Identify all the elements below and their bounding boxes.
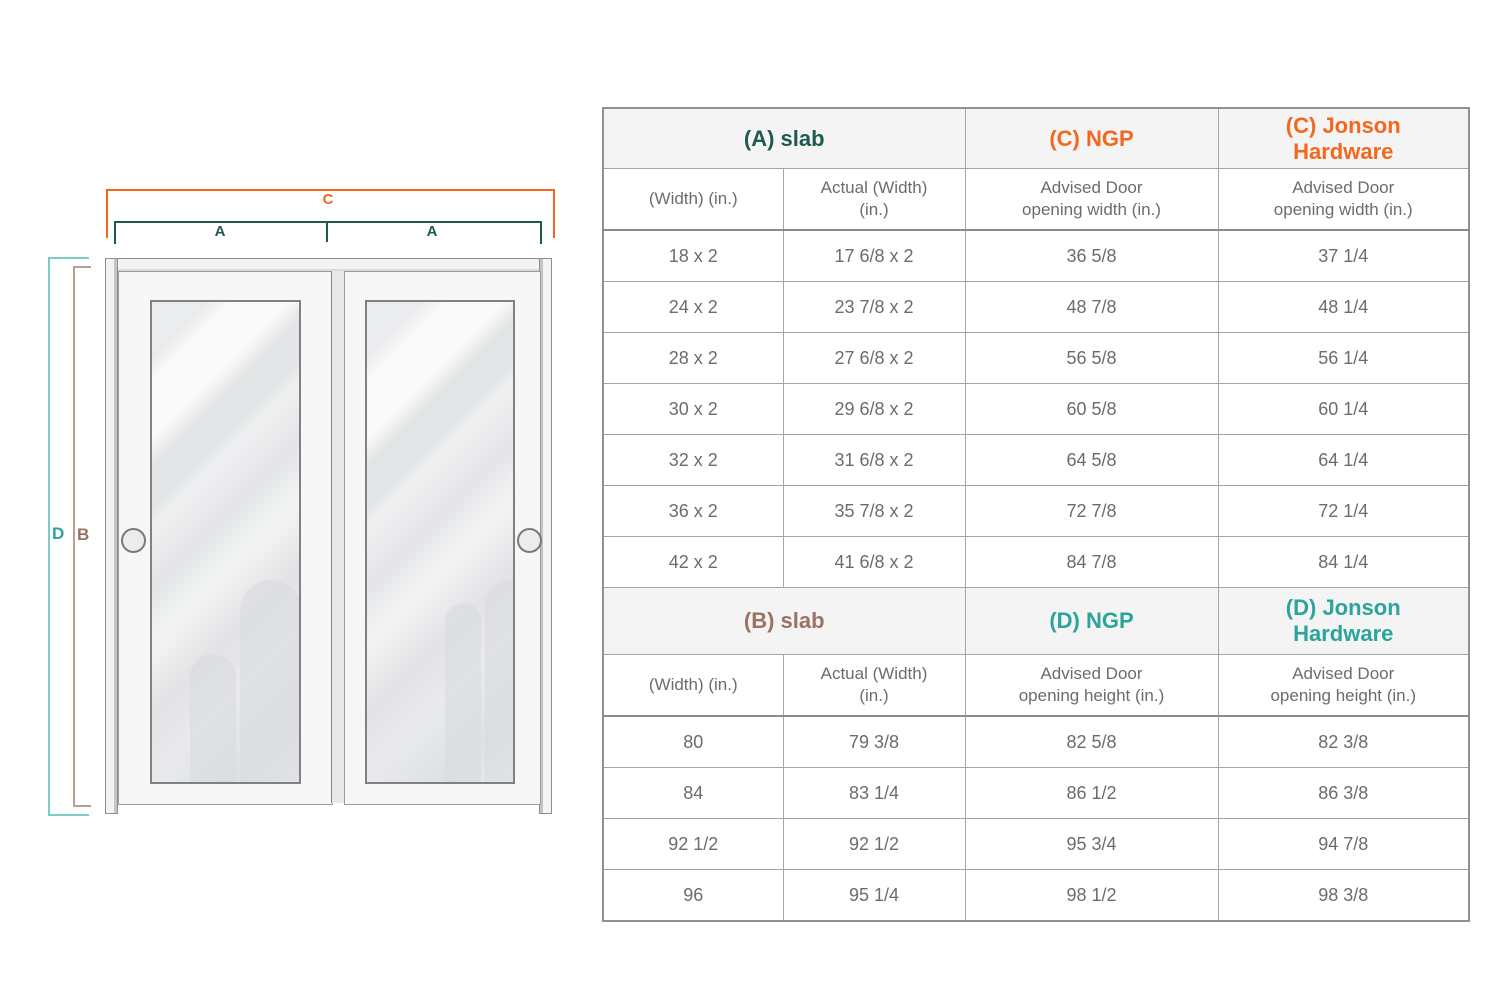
glass-panel-right <box>365 300 515 784</box>
table-cell: 96 <box>602 869 784 922</box>
column-header-cell: Advised Door opening height (in.) <box>964 654 1219 717</box>
table-cell: 56 5/8 <box>964 332 1219 384</box>
table-row: 80 79 3/8 82 5/8 82 3/8 <box>602 715 1470 768</box>
table-row: 18 x 2 17 6/8 x 2 36 5/8 37 1/4 <box>602 229 1470 282</box>
table-row: 30 x 2 29 6/8 x 2 60 5/8 60 1/4 <box>602 383 1470 435</box>
table-cell: 82 3/8 <box>1217 715 1470 768</box>
table-cell: 29 6/8 x 2 <box>782 383 966 435</box>
column-header-cell: (Width) (in.) <box>602 654 784 717</box>
table-cell: 72 7/8 <box>964 485 1219 537</box>
table-cell: 42 x 2 <box>602 536 784 588</box>
table-cell: 98 3/8 <box>1217 869 1470 922</box>
table-cell: 32 x 2 <box>602 434 784 486</box>
table-cell: 64 1/4 <box>1217 434 1470 486</box>
table-cell: 79 3/8 <box>782 715 966 768</box>
column-header-cell: Actual (Width) (in.) <box>782 654 966 717</box>
dimension-bracket-a-divider <box>326 221 328 242</box>
table-cell: 95 3/4 <box>964 818 1219 870</box>
dimension-bracket-b <box>73 266 91 807</box>
table-cell: 23 7/8 x 2 <box>782 281 966 333</box>
glass-reflection-arch <box>190 654 236 782</box>
table-row: 36 x 2 35 7/8 x 2 72 7/8 72 1/4 <box>602 485 1470 537</box>
table-cell: 48 1/4 <box>1217 281 1470 333</box>
dimension-label-c: C <box>322 191 335 208</box>
glass-reflection-arch <box>485 580 513 782</box>
table-cell: 35 7/8 x 2 <box>782 485 966 537</box>
column-header-cell: Actual (Width) (in.) <box>782 168 966 231</box>
table-cell: 18 x 2 <box>602 229 784 282</box>
table-cell: 84 1/4 <box>1217 536 1470 588</box>
group-header-cell: (D) NGP <box>964 587 1219 655</box>
group-header-cell: (C) Jonson Hardware <box>1217 107 1470 169</box>
table-cell: 94 7/8 <box>1217 818 1470 870</box>
dimension-bracket-d <box>48 257 89 816</box>
table-cell: 37 1/4 <box>1217 229 1470 282</box>
group-header-cell: (B) slab <box>602 587 966 655</box>
table-cell: 80 <box>602 715 784 768</box>
column-header-cell: (Width) (in.) <box>602 168 784 231</box>
table-cell: 83 1/4 <box>782 767 966 819</box>
table-cell: 24 x 2 <box>602 281 784 333</box>
group-header-cell: (C) NGP <box>964 107 1219 169</box>
glass-panel-left <box>150 300 301 784</box>
table-row: 92 1/2 92 1/2 95 3/4 94 7/8 <box>602 818 1470 870</box>
table-cell: 36 5/8 <box>964 229 1219 282</box>
column-header-row: (Width) (in.) Actual (Width) (in.) Advised … <box>602 168 1470 231</box>
table-cell: 31 6/8 x 2 <box>782 434 966 486</box>
dimension-label-b: B <box>76 525 91 545</box>
door-knob-right <box>517 528 542 553</box>
column-header-cell: Advised Door opening width (in.) <box>964 168 1219 231</box>
dimension-label-d: D <box>51 524 66 544</box>
table-cell: 98 1/2 <box>964 869 1219 922</box>
table-cell: 48 7/8 <box>964 281 1219 333</box>
table-cell: 86 3/8 <box>1217 767 1470 819</box>
table-cell: 84 7/8 <box>964 536 1219 588</box>
door-size-table: (A) slab (C) NGP (C) Jonson Hardware (Width)… <box>602 107 1470 922</box>
dimension-bracket-a <box>114 221 542 244</box>
glass-reflection-arch <box>240 580 299 782</box>
table-cell: 72 1/4 <box>1217 485 1470 537</box>
table-cell: 64 5/8 <box>964 434 1219 486</box>
group-header-cell: (D) Jonson Hardware <box>1217 587 1470 655</box>
table-cell: 95 1/4 <box>782 869 966 922</box>
table-cell: 56 1/4 <box>1217 332 1470 384</box>
dimension-bracket-c <box>106 189 555 238</box>
table-row: 42 x 2 41 6/8 x 2 84 7/8 84 1/4 <box>602 536 1470 588</box>
table-cell: 28 x 2 <box>602 332 784 384</box>
group-header-row: (B) slab (D) NGP (D) Jonson Hardware <box>602 587 1470 655</box>
dimension-label-a-left: A <box>214 223 226 240</box>
door-knob-left <box>121 528 146 553</box>
table-cell: 60 1/4 <box>1217 383 1470 435</box>
table-cell: 84 <box>602 767 784 819</box>
table-row: 28 x 2 27 6/8 x 2 56 5/8 56 1/4 <box>602 332 1470 384</box>
group-header-cell: (A) slab <box>602 107 966 169</box>
table-row: 32 x 2 31 6/8 x 2 64 5/8 64 1/4 <box>602 434 1470 486</box>
glass-reflection-arch <box>445 603 481 782</box>
table-cell: 82 5/8 <box>964 715 1219 768</box>
table-cell: 92 1/2 <box>782 818 966 870</box>
door-frame-left-jamb <box>105 258 118 814</box>
dimension-label-a-right: A <box>426 223 438 240</box>
table-row: 84 83 1/4 86 1/2 86 3/8 <box>602 767 1470 819</box>
column-header-cell: Advised Door opening height (in.) <box>1217 654 1470 717</box>
table-cell: 27 6/8 x 2 <box>782 332 966 384</box>
table-cell: 30 x 2 <box>602 383 784 435</box>
column-header-row: (Width) (in.) Actual (Width) (in.) Advised … <box>602 654 1470 717</box>
table-cell: 60 5/8 <box>964 383 1219 435</box>
group-header-row: (A) slab (C) NGP (C) Jonson Hardware <box>602 107 1470 169</box>
table-row: 24 x 2 23 7/8 x 2 48 7/8 48 1/4 <box>602 281 1470 333</box>
door-frame-top-jamb <box>105 258 552 272</box>
table-cell: 36 x 2 <box>602 485 784 537</box>
table-cell: 92 1/2 <box>602 818 784 870</box>
table-cell: 86 1/2 <box>964 767 1219 819</box>
column-header-cell: Advised Door opening width (in.) <box>1217 168 1470 231</box>
table-cell: 41 6/8 x 2 <box>782 536 966 588</box>
table-row: 96 95 1/4 98 1/2 98 3/8 <box>602 869 1470 922</box>
table-cell: 17 6/8 x 2 <box>782 229 966 282</box>
